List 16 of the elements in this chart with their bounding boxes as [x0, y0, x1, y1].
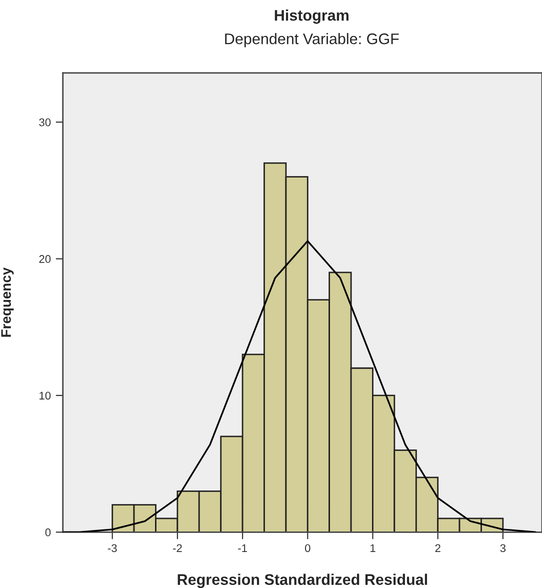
y-tick-label: 20: [39, 255, 51, 263]
x-tick-label: -1: [238, 544, 247, 552]
line-series: [62, 240, 536, 532]
x-tick-label: 1: [370, 544, 376, 552]
x-tick-label: 0: [304, 544, 310, 552]
x-tick-label: 2: [435, 544, 440, 552]
chart-subtitle: Dependent Variable: GGF: [225, 33, 399, 48]
x-axis-title: Regression Standardized Residual: [178, 574, 428, 588]
chart-title: Histogram: [274, 10, 348, 24]
x-tick-label: -3: [108, 544, 117, 552]
y-tick-label: 10: [40, 392, 51, 400]
y-tick-label: 0: [45, 528, 51, 536]
x-tick-label: -2: [173, 544, 182, 552]
x-tick-label: 3: [500, 544, 506, 552]
y-tick-label: 30: [39, 118, 51, 126]
y-axis-title: Frequency: [1, 267, 14, 337]
